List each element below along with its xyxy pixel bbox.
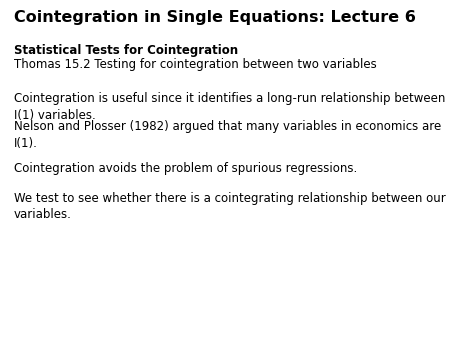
Text: Cointegration in Single Equations: Lecture 6: Cointegration in Single Equations: Lectu… (14, 10, 416, 25)
Text: We test to see whether there is a cointegrating relationship between our
variabl: We test to see whether there is a cointe… (14, 192, 446, 221)
Text: Cointegration is useful since it identifies a long-run relationship between
I(1): Cointegration is useful since it identif… (14, 92, 446, 121)
Text: Cointegration avoids the problem of spurious regressions.: Cointegration avoids the problem of spur… (14, 162, 357, 175)
Text: Thomas 15.2 Testing for cointegration between two variables: Thomas 15.2 Testing for cointegration be… (14, 58, 377, 71)
Text: Statistical Tests for Cointegration: Statistical Tests for Cointegration (14, 44, 238, 57)
Text: Nelson and Plosser (1982) argued that many variables in economics are
I(1).: Nelson and Plosser (1982) argued that ma… (14, 120, 441, 149)
